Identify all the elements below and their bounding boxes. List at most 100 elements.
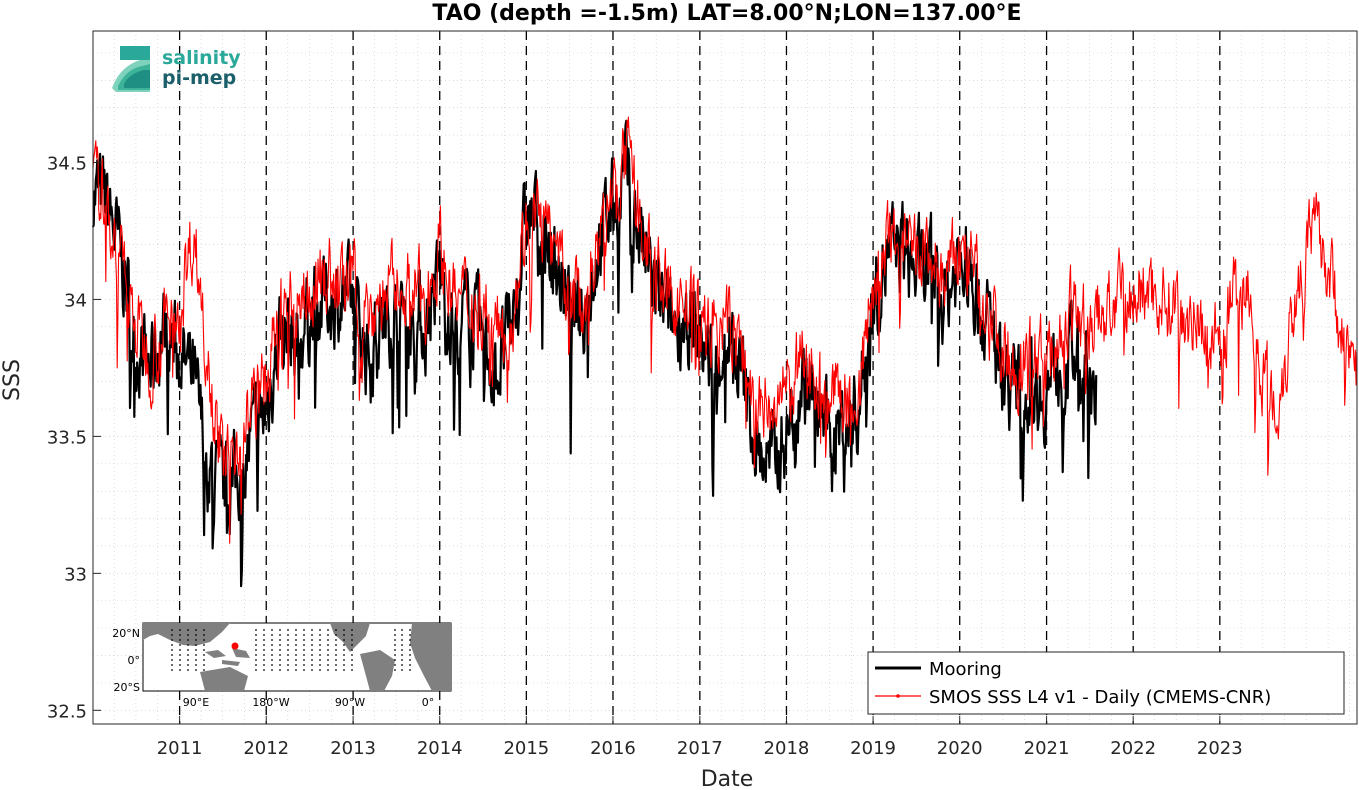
mooring-dot bbox=[303, 644, 305, 646]
mooring-dot bbox=[394, 659, 396, 661]
mooring-dot bbox=[409, 664, 411, 666]
mooring-dot bbox=[187, 664, 189, 666]
mooring-dot bbox=[271, 654, 273, 656]
x-tick-label: 2020 bbox=[937, 738, 983, 759]
mooring-dot bbox=[335, 669, 337, 671]
mooring-dot bbox=[343, 664, 345, 666]
mooring-dot bbox=[263, 629, 265, 631]
mooring-dot bbox=[394, 634, 396, 636]
mooring-dot bbox=[179, 644, 181, 646]
mooring-dot bbox=[311, 639, 313, 641]
mooring-dot bbox=[271, 639, 273, 641]
mooring-dot bbox=[195, 629, 197, 631]
mooring-dot bbox=[394, 639, 396, 641]
legend-label-smos: SMOS SSS L4 v1 - Daily (CMEMS-CNR) bbox=[929, 687, 1271, 708]
mooring-dot bbox=[319, 659, 321, 661]
mooring-dot bbox=[203, 644, 205, 646]
mooring-dot bbox=[343, 659, 345, 661]
mooring-dot bbox=[171, 654, 173, 656]
mooring-dot bbox=[171, 664, 173, 666]
mooring-dot bbox=[179, 629, 181, 631]
mooring-dot bbox=[187, 649, 189, 651]
mooring-dot bbox=[401, 634, 403, 636]
mooring-dot bbox=[287, 644, 289, 646]
mooring-dot bbox=[187, 659, 189, 661]
y-axis-label: SSS bbox=[0, 359, 25, 401]
mooring-dot bbox=[401, 639, 403, 641]
mooring-dot bbox=[311, 654, 313, 656]
mooring-dot bbox=[203, 649, 205, 651]
mooring-dot bbox=[195, 639, 197, 641]
mooring-dot bbox=[271, 634, 273, 636]
x-tick-label: 2022 bbox=[1110, 738, 1156, 759]
inset-map: 20°N 0° 20°S 90°E 180°W 90°W 0° bbox=[112, 622, 452, 709]
mooring-dot bbox=[311, 669, 313, 671]
mooring-dot bbox=[319, 649, 321, 651]
mooring-dot bbox=[401, 654, 403, 656]
x-tick-label: 2017 bbox=[677, 738, 723, 759]
map-lon-label: 90°W bbox=[335, 696, 365, 709]
x-tick-label: 2019 bbox=[850, 738, 896, 759]
mooring-dot bbox=[263, 654, 265, 656]
mooring-dot bbox=[295, 634, 297, 636]
mooring-dot bbox=[394, 654, 396, 656]
map-lat-label: 20°S bbox=[114, 681, 140, 694]
mooring-dot bbox=[335, 654, 337, 656]
mooring-dot bbox=[255, 664, 257, 666]
mooring-dot bbox=[319, 639, 321, 641]
mooring-dot bbox=[255, 649, 257, 651]
mooring-dot bbox=[343, 654, 345, 656]
mooring-dot bbox=[311, 649, 313, 651]
mooring-dot bbox=[187, 639, 189, 641]
y-tick-label: 32.5 bbox=[47, 701, 87, 722]
mooring-dot bbox=[279, 669, 281, 671]
series-line-smos bbox=[92, 116, 1358, 544]
mooring-dot bbox=[255, 634, 257, 636]
salinity-pi-mep-logo: salinity pi-mep bbox=[112, 46, 241, 92]
y-tick-label: 34.5 bbox=[47, 153, 87, 174]
mooring-dot bbox=[171, 634, 173, 636]
mooring-dot bbox=[203, 664, 205, 666]
mooring-dot bbox=[195, 644, 197, 646]
north-america-landmass bbox=[330, 623, 370, 652]
mooring-dot bbox=[271, 644, 273, 646]
mooring-dot bbox=[303, 659, 305, 661]
mooring-dot bbox=[303, 649, 305, 651]
mooring-dot bbox=[195, 669, 197, 671]
mooring-dot bbox=[319, 629, 321, 631]
mooring-dot bbox=[271, 649, 273, 651]
mooring-dot bbox=[195, 654, 197, 656]
mooring-dot bbox=[409, 634, 411, 636]
map-lon-label: 180°W bbox=[252, 696, 289, 709]
mooring-dot bbox=[203, 639, 205, 641]
mooring-dot bbox=[295, 659, 297, 661]
x-tick-label: 2014 bbox=[417, 738, 463, 759]
mooring-dot bbox=[295, 669, 297, 671]
mooring-dot bbox=[287, 659, 289, 661]
mooring-dot bbox=[295, 644, 297, 646]
mooring-dot bbox=[335, 639, 337, 641]
mooring-dot bbox=[255, 639, 257, 641]
mooring-dot bbox=[203, 629, 205, 631]
mooring-dot bbox=[311, 644, 313, 646]
mooring-dot bbox=[327, 639, 329, 641]
mooring-dot bbox=[319, 634, 321, 636]
mooring-dot bbox=[171, 649, 173, 651]
mooring-dot bbox=[279, 659, 281, 661]
x-tick-label: 2015 bbox=[503, 738, 549, 759]
mooring-dot bbox=[401, 659, 403, 661]
x-tick-label: 2012 bbox=[243, 738, 289, 759]
x-tick-label: 2018 bbox=[764, 738, 810, 759]
mooring-dot bbox=[409, 644, 411, 646]
mooring-dot bbox=[319, 664, 321, 666]
y-tick-label: 33.5 bbox=[47, 427, 87, 448]
mooring-dot bbox=[394, 664, 396, 666]
mooring-dot bbox=[401, 649, 403, 651]
mooring-dot bbox=[409, 649, 411, 651]
mooring-dot bbox=[263, 664, 265, 666]
mooring-dot bbox=[263, 644, 265, 646]
mooring-dot bbox=[171, 629, 173, 631]
mooring-dot bbox=[287, 634, 289, 636]
x-tick-label: 2016 bbox=[590, 738, 636, 759]
